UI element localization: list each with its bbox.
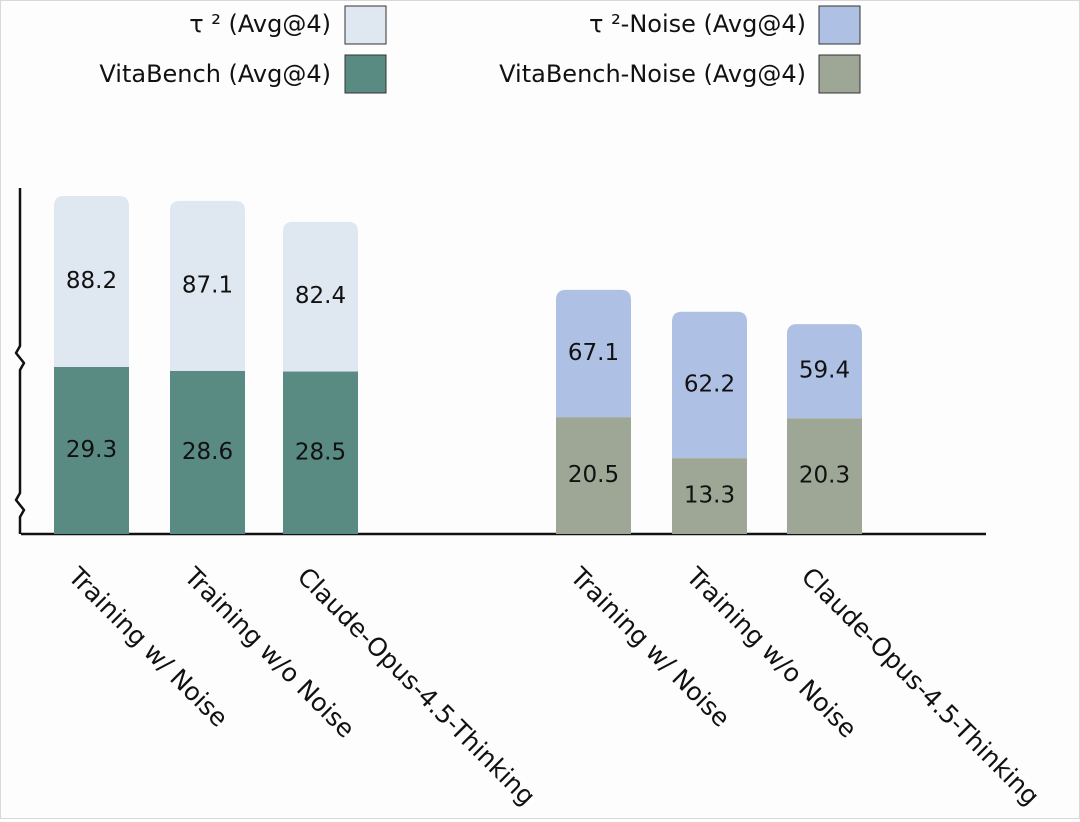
value-label-avg-4-1: 88.2 (66, 268, 117, 294)
bar-vitabench-avg-4-2 (170, 370, 245, 534)
bar-vitabench-noise-avg-4-3 (787, 418, 862, 534)
value-label-vitabench-avg-4-3: 28.5 (295, 439, 346, 465)
value-label-noise-avg-4-2: 62.2 (684, 371, 735, 397)
legend-swatch-noise-avg-4 (818, 5, 861, 45)
bar-avg-4-2 (170, 200, 245, 371)
value-label-vitabench-noise-avg-4-3: 20.3 (799, 463, 850, 489)
value-label-vitabench-noise-avg-4-1: 20.5 (568, 462, 619, 488)
bar-noise-avg-4-3 (787, 324, 862, 419)
legend-label-vitabench-noise-avg-4: VitaBench-Noise (Avg@4) (499, 60, 806, 88)
y-axis-broken-line (14, 188, 26, 534)
bar-vitabench-avg-4-3 (283, 371, 358, 534)
value-label-avg-4-2: 87.1 (182, 272, 233, 298)
value-label-avg-4-3: 82.4 (295, 283, 346, 309)
legend-label-noise-avg-4: τ ²-Noise (Avg@4) (589, 10, 806, 38)
bar-vitabench-noise-avg-4-1 (556, 417, 631, 534)
value-label-vitabench-noise-avg-4-2: 13.3 (684, 483, 735, 509)
legend: τ ² (Avg@4) VitaBench (Avg@4) τ ²-Noise (A… (99, 5, 861, 94)
bars: 29.3 88.2 28.6 87.1 28.5 82.4 20.5 67.1 13.3 62.2… (54, 196, 862, 534)
legend-swatch-vitabench-noise-avg-4 (818, 54, 861, 94)
bar-vitabench-avg-4-1 (54, 366, 129, 534)
x-tick-label-g1-claude-opus-4-5-thinking: Claude-Opus-4.5-Thinking (292, 562, 541, 811)
value-label-noise-avg-4-1: 67.1 (568, 340, 619, 366)
bar-avg-4-1 (54, 196, 129, 367)
value-label-vitabench-avg-4-2: 28.6 (182, 439, 233, 465)
bar-noise-avg-4-1 (556, 289, 631, 418)
legend-swatch-vitabench-avg-4 (344, 54, 387, 94)
legend-label-vitabench-avg-4: VitaBench (Avg@4) (99, 60, 331, 88)
bar-vitabench-noise-avg-4-2 (672, 458, 747, 534)
value-label-noise-avg-4-3: 59.4 (799, 358, 850, 384)
bar-avg-4-3 (283, 221, 358, 372)
legend-label-avg-4: τ ² (Avg@4) (189, 10, 331, 38)
bar-noise-avg-4-2 (672, 311, 747, 459)
x-tick-label-g2-claude-opus-4-5-thinking: Claude-Opus-4.5-Thinking (796, 562, 1045, 811)
value-label-vitabench-avg-4-1: 29.3 (66, 437, 117, 463)
legend-swatch-avg-4 (344, 5, 387, 45)
